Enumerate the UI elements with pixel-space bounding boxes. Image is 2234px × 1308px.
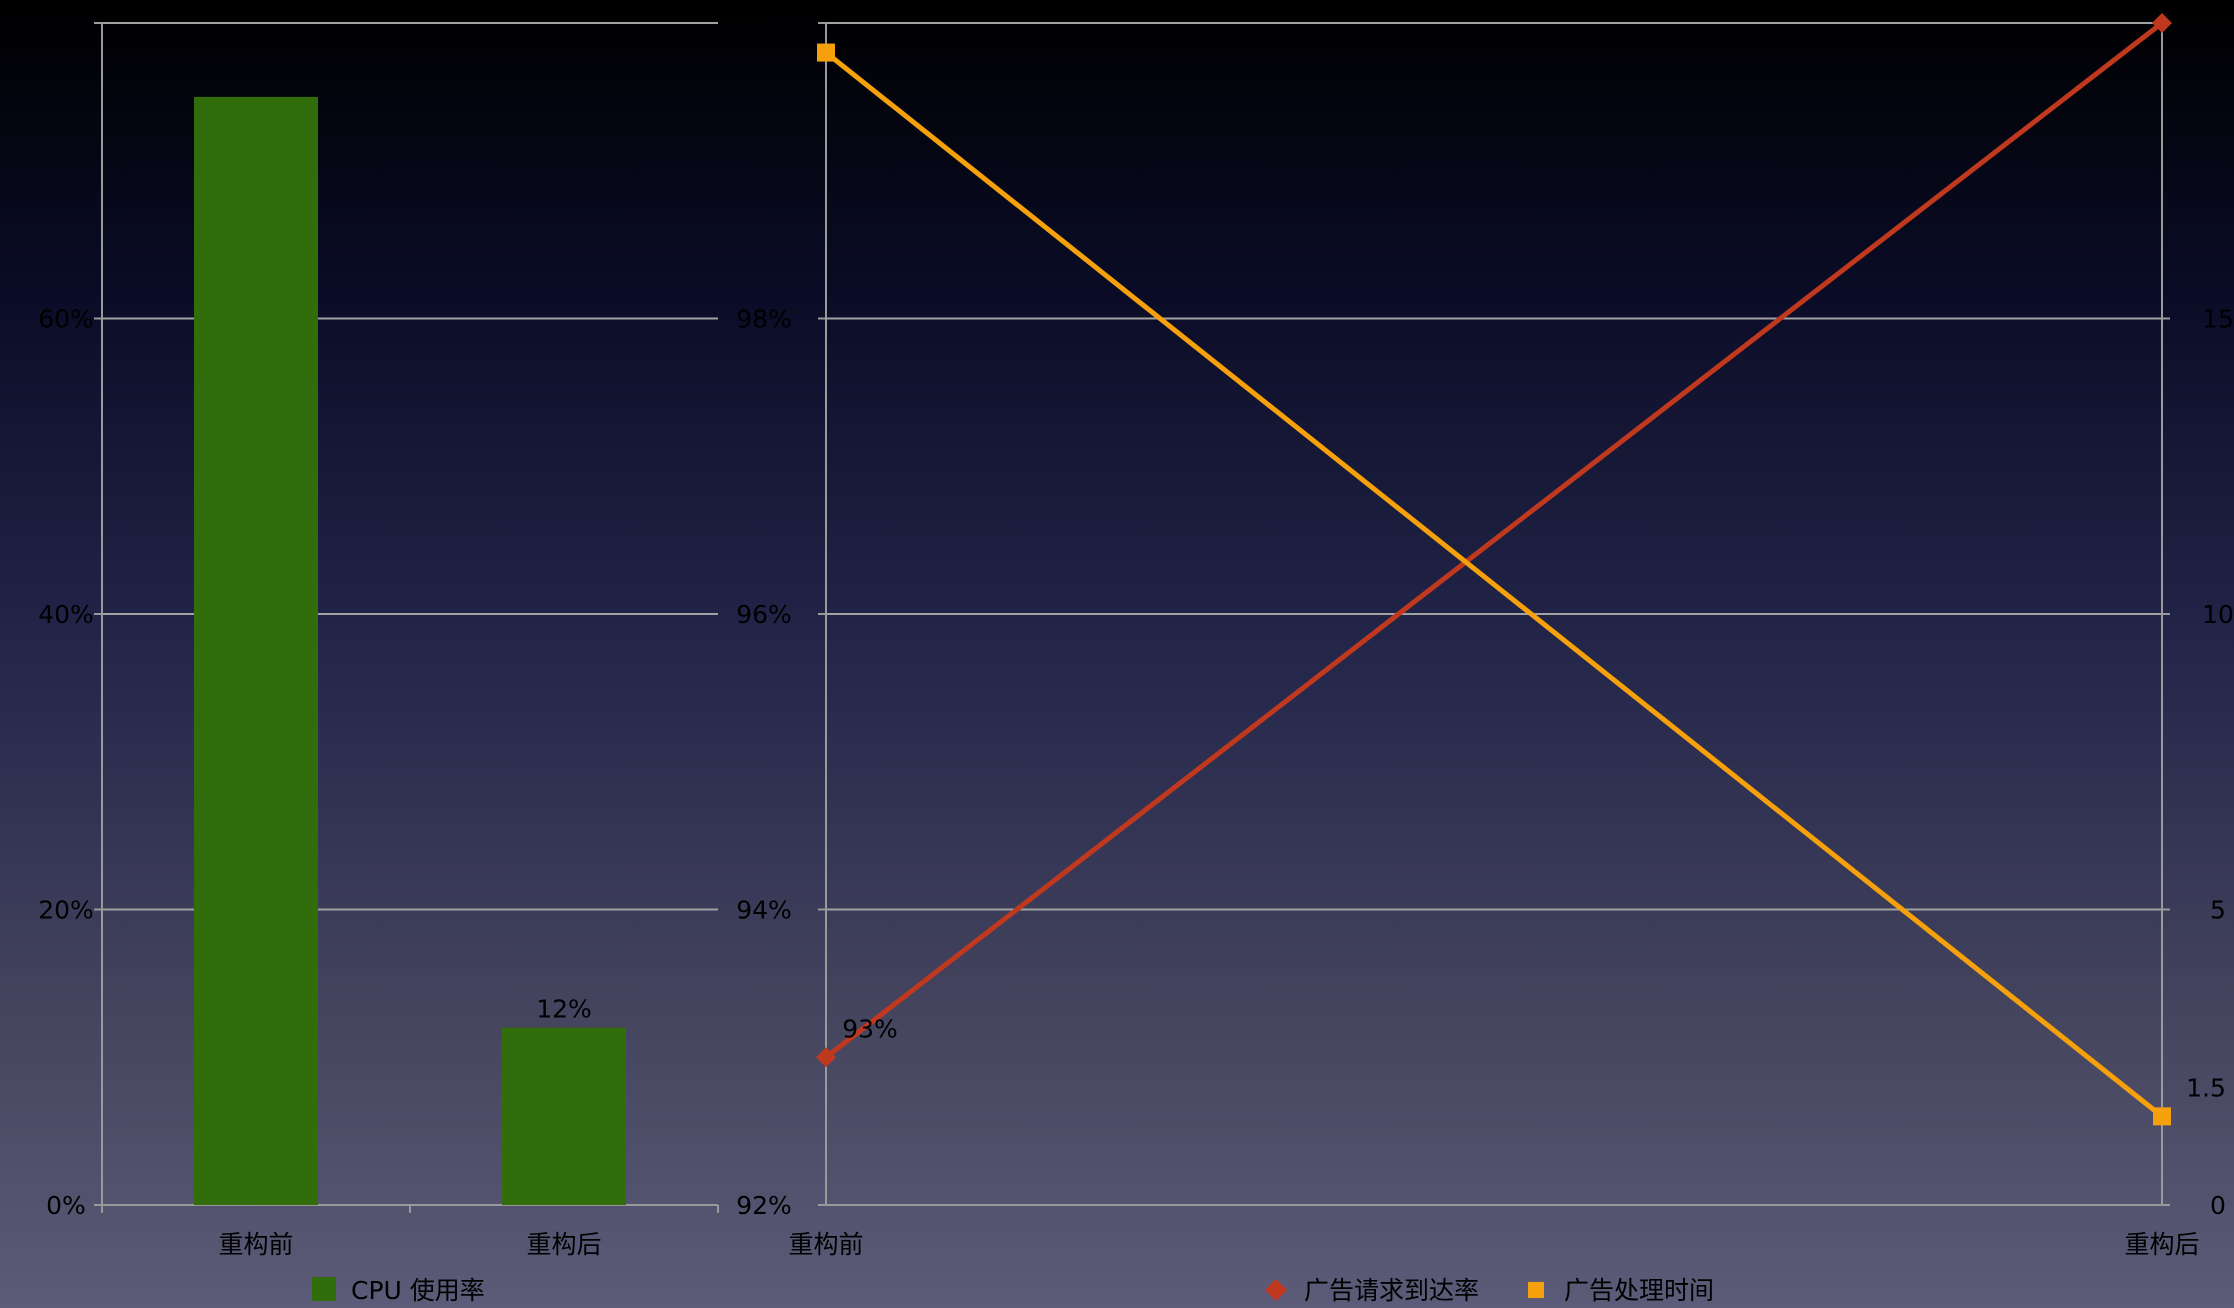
- y-tick-label: 20%: [38, 896, 94, 925]
- legend-label: CPU 使用率: [351, 1276, 485, 1305]
- x-tick-label: 重构后: [526, 1230, 601, 1259]
- series-line-广告处理时间: [824, 50, 2164, 1119]
- bar-value-label: 12%: [536, 995, 592, 1024]
- diamond-marker: [2152, 13, 2172, 33]
- legend-swatch-cpu: [312, 1277, 336, 1301]
- data-label: 1.5: [2186, 1073, 2226, 1102]
- cpu-usage-bar-chart: 0% 20% 40% 60% 重构前 12% 重构后: [38, 22, 719, 1259]
- y-left-tick-label: 96%: [736, 600, 792, 629]
- y-tick-label: 0%: [46, 1191, 86, 1220]
- bar-重构后: [502, 1027, 626, 1205]
- x-tick-label: 重构后: [2124, 1230, 2199, 1259]
- legend-swatch-arrival-rate: [1265, 1279, 1287, 1301]
- bar-重构前: [194, 96, 318, 1205]
- square-marker: [817, 43, 835, 62]
- y-right-tick-label: 15: [2202, 305, 2234, 334]
- data-label: 93%: [842, 1014, 898, 1043]
- x-tick-label: 重构前: [788, 1230, 863, 1259]
- y-left-tick-label: 94%: [736, 896, 792, 925]
- y-tick-label: 40%: [38, 600, 94, 629]
- legend-label: 广告请求到达率: [1304, 1276, 1479, 1305]
- x-tick-label: 重构前: [218, 1230, 293, 1259]
- legends: CPU 使用率 广告请求到达率 广告处理时间: [312, 1276, 1714, 1305]
- y-tick-label: 60%: [38, 305, 94, 334]
- y-right-tick-label: 0: [2210, 1191, 2226, 1220]
- y-left-tick-label: 98%: [736, 305, 792, 334]
- ad-metrics-line-chart: 92% 94% 96% 98% 0 5 10 15 重构前 重构后 93% 1.5: [736, 13, 2234, 1259]
- y-right-tick-label: 5: [2210, 896, 2226, 925]
- legend-swatch-process-time: [1528, 1282, 1544, 1298]
- legend-label: 广告处理时间: [1564, 1276, 1714, 1305]
- y-right-tick-label: 10: [2202, 600, 2234, 629]
- series-line-广告请求到达率: [824, 21, 2164, 1060]
- square-marker: [2153, 1107, 2171, 1126]
- y-left-tick-label: 92%: [736, 1191, 792, 1220]
- diamond-marker: [816, 1047, 836, 1068]
